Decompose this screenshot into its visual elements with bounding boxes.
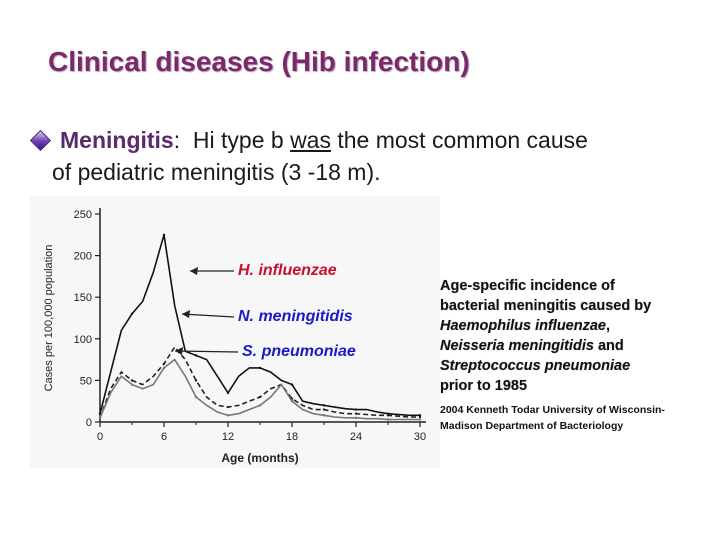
series-point — [386, 412, 390, 415]
y-tick-label: 150 — [74, 292, 92, 304]
series-point — [130, 379, 134, 382]
series-point — [386, 418, 390, 421]
x-tick-label: 24 — [350, 431, 362, 443]
y-tick-label: 50 — [80, 375, 92, 387]
series-point — [194, 395, 198, 399]
bullet-text-post: the most common cause — [337, 127, 588, 153]
incidence-chart: 0 50 100 150 200 250 0 6 12 18 24 30 Age (months) Cas… — [30, 196, 440, 468]
annotation-arrowhead — [175, 347, 183, 355]
annotation-arrow — [174, 350, 239, 353]
x-tick-label: 30 — [414, 431, 426, 443]
series-point — [418, 415, 422, 419]
y-tick-label: 250 — [74, 209, 92, 221]
series-point — [322, 414, 326, 417]
annotation-label-1: N. meningitidis — [238, 308, 353, 325]
series-point — [226, 391, 230, 395]
caption-species1: Haemophilus influenzae — [440, 318, 606, 334]
y-tick-label: 0 — [86, 417, 92, 429]
y-tick-label: 100 — [74, 334, 92, 346]
series-point — [194, 354, 198, 357]
x-axis-label: Age (months) — [221, 451, 298, 465]
series-point — [354, 416, 358, 420]
annotation-arrow — [181, 313, 235, 318]
caption-line2: bacterial meningitis caused by — [440, 298, 652, 314]
series-point — [226, 414, 230, 417]
bullet-term: Meningitis — [60, 127, 174, 153]
series-point — [418, 414, 422, 417]
x-tick-label: 18 — [286, 431, 298, 443]
series-point — [354, 408, 358, 411]
series-point — [98, 416, 102, 420]
y-tick-label: 200 — [74, 251, 92, 263]
series-point — [322, 408, 326, 411]
caption-species3: Streptococcus pneumoniae — [440, 358, 631, 374]
caption-line-end: prior to 1985 — [440, 378, 528, 394]
series-point — [354, 412, 358, 415]
series-point — [162, 362, 166, 365]
bullet-text-underlined: was — [290, 127, 331, 153]
x-tick-label: 6 — [161, 431, 167, 443]
series-point — [290, 383, 294, 386]
series-point — [162, 366, 166, 370]
caption-species2: Neisseria meningitidis — [440, 338, 594, 354]
annotation-arrowhead — [190, 267, 198, 275]
bullet-meningitis: Meningitis: Hi type b was the most commo… — [29, 124, 700, 188]
series-point — [258, 404, 262, 407]
copyright-credit: 2004 Kenneth Todar University of Wiscons… — [440, 402, 700, 434]
caption-species1-suffix: , — [605, 318, 611, 334]
series-point — [162, 233, 166, 236]
annotation-label-0: H. influenzae — [238, 262, 337, 279]
slide-title: Clinical diseases (Hib infection) — [48, 46, 470, 77]
bullet-text-line2: of pediatric meningitis (3 -18 m). — [52, 159, 381, 185]
series-point — [194, 379, 198, 382]
series-point — [258, 366, 262, 370]
bullet-text-pre: Hi type b — [192, 127, 284, 153]
series-point — [322, 404, 326, 407]
series-point — [290, 400, 294, 403]
y-axis-label: Cases per 100,000 population — [43, 245, 55, 392]
series-point — [386, 414, 390, 417]
diamond-bullet-icon — [29, 130, 52, 152]
chart-caption: Age-specific incidence of bacterial meni… — [440, 276, 712, 396]
series-point — [418, 418, 422, 421]
x-tick-label: 12 — [222, 431, 234, 443]
x-tick-label: 0 — [97, 431, 103, 443]
caption-line1: Age-specific incidence of — [440, 278, 615, 294]
credit-line2: Madison Department of Bacteriology — [440, 420, 624, 432]
series-point — [226, 405, 230, 409]
bullet-colon: : — [173, 127, 181, 153]
caption-and: and — [597, 338, 624, 354]
series-point — [258, 395, 262, 399]
series-point — [130, 312, 134, 316]
series-point — [130, 383, 134, 386]
annotation-label-2: S. pneumoniae — [242, 343, 356, 360]
annotation-arrowhead — [182, 310, 190, 318]
credit-line1: 2004 Kenneth Todar University of Wiscons… — [440, 404, 665, 416]
incidence-chart-svg: 0 50 100 150 200 250 0 6 12 18 24 30 Age (months) Cas… — [43, 208, 426, 465]
